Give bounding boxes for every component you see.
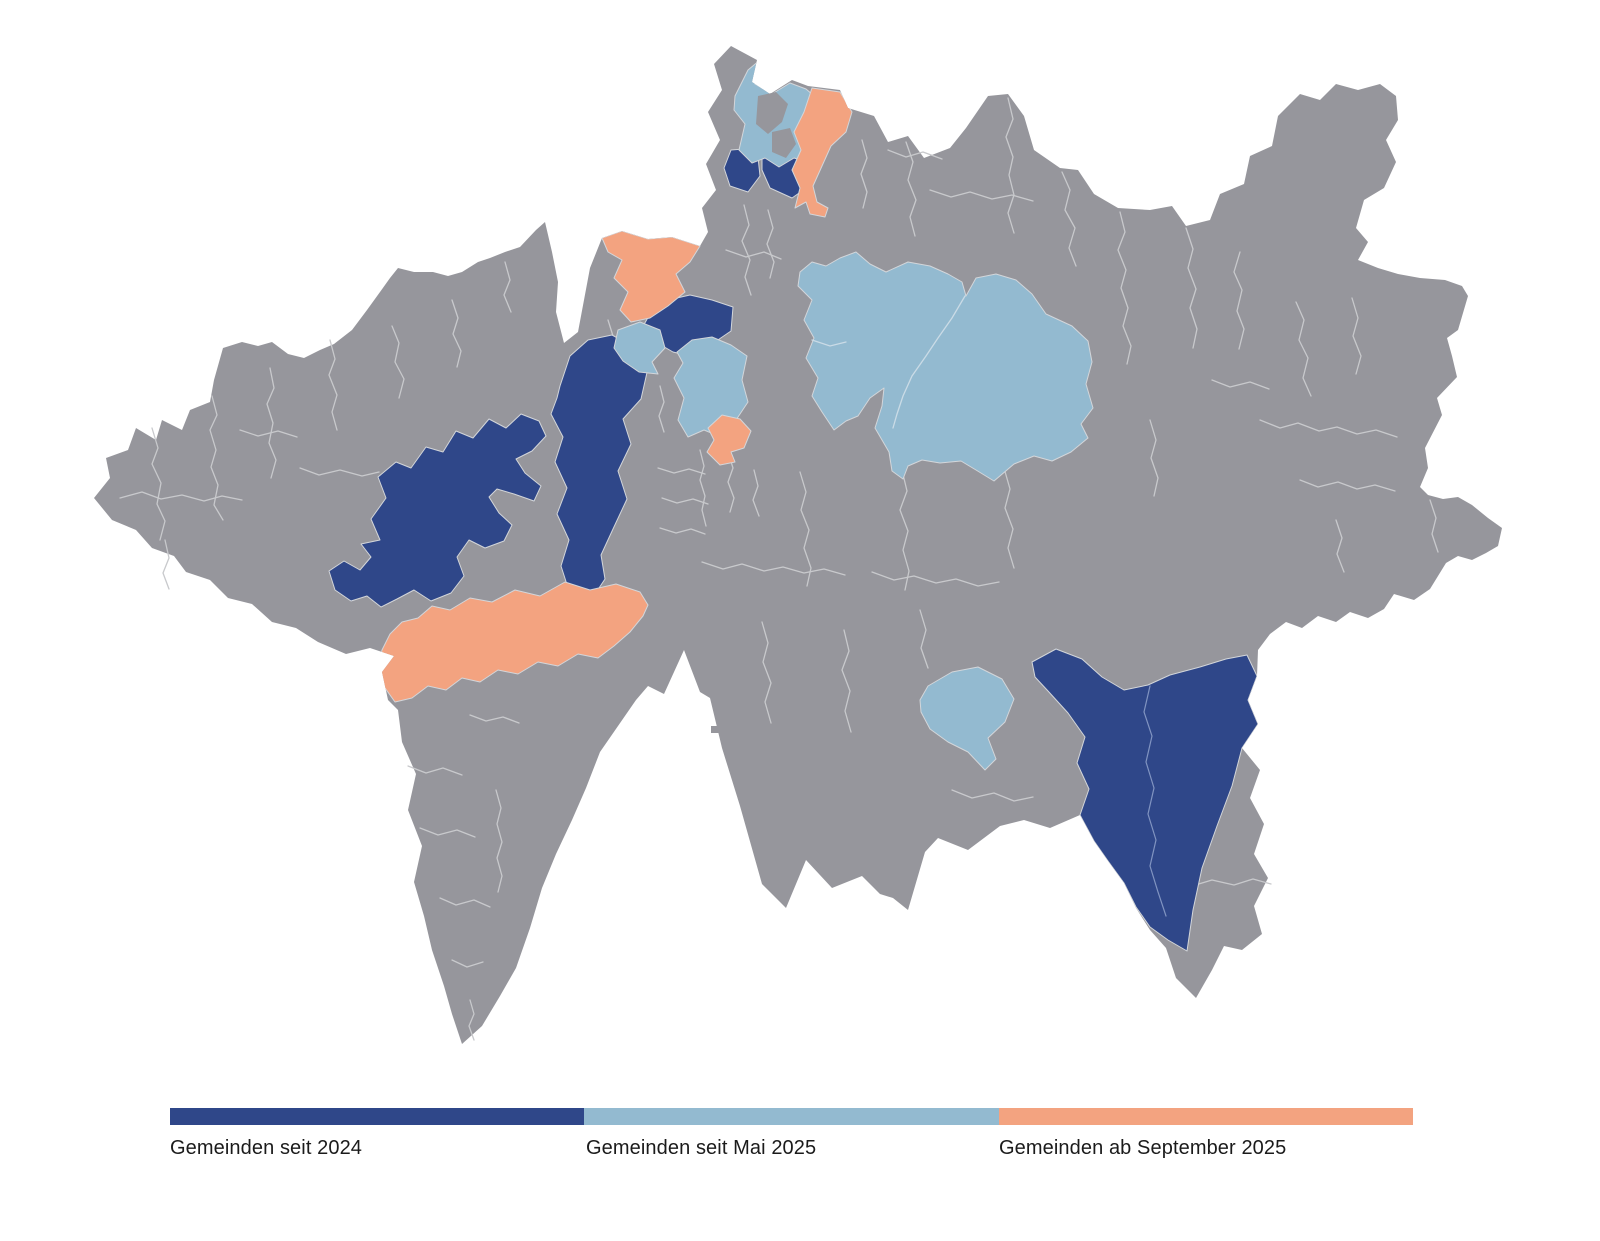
boundaries-inside-dark-blue (1143, 685, 1167, 917)
legend-label-ab-september-2025: Gemeinden ab September 2025 (999, 1137, 1287, 1159)
municipality-boundaries (119, 97, 1439, 1041)
legend-label-seit-mai-2025: Gemeinden seit Mai 2025 (586, 1137, 817, 1159)
municipality-region-south-small[interactable] (919, 666, 1015, 771)
map-enclave-square (711, 726, 720, 733)
municipality-region-west-band[interactable] (377, 581, 649, 703)
boundaries-inside-light-blue (811, 295, 966, 429)
municipality-region-center-tiny[interactable] (706, 414, 752, 466)
municipality-region-central-large[interactable] (797, 251, 1094, 482)
legend-label-seit-2024: Gemeinden seit 2024 (170, 1137, 363, 1159)
legend-swatch-ab-september-2025 (998, 1108, 1413, 1125)
grey-inlier-regions (756, 92, 796, 158)
municipality-region-north-center[interactable] (601, 230, 701, 323)
legend-swatch-seit-mai-2025 (584, 1108, 999, 1125)
regions-gemeinden-ab-september-2025 (377, 87, 853, 703)
regions-gemeinden-seit-2024 (328, 145, 1259, 952)
municipality-region-west-large[interactable] (328, 413, 547, 608)
municipality-region-north-band[interactable] (791, 87, 853, 218)
municipality-region-south-east-large[interactable] (1031, 648, 1259, 952)
legend-swatch-seit-2024 (170, 1108, 585, 1125)
municipality-region-center-small-west[interactable] (613, 321, 666, 375)
legend-color-bar (170, 1108, 1413, 1125)
